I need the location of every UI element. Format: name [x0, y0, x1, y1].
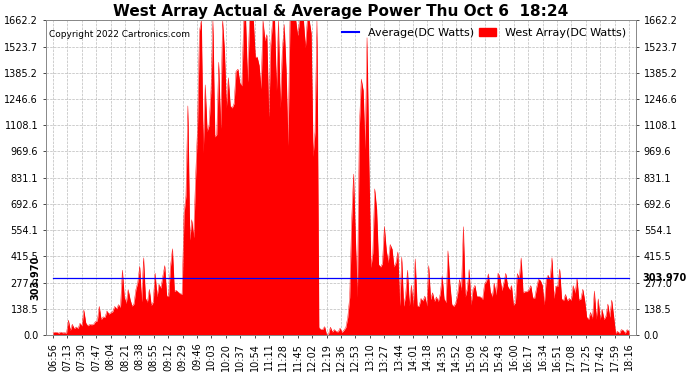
Text: Copyright 2022 Cartronics.com: Copyright 2022 Cartronics.com [49, 30, 190, 39]
Title: West Array Actual & Average Power Thu Oct 6  18:24: West Array Actual & Average Power Thu Oc… [113, 4, 569, 19]
Text: 303.970: 303.970 [30, 255, 40, 300]
Legend: Average(DC Watts), West Array(DC Watts): Average(DC Watts), West Array(DC Watts) [337, 24, 631, 42]
Text: 303.970: 303.970 [642, 273, 687, 282]
